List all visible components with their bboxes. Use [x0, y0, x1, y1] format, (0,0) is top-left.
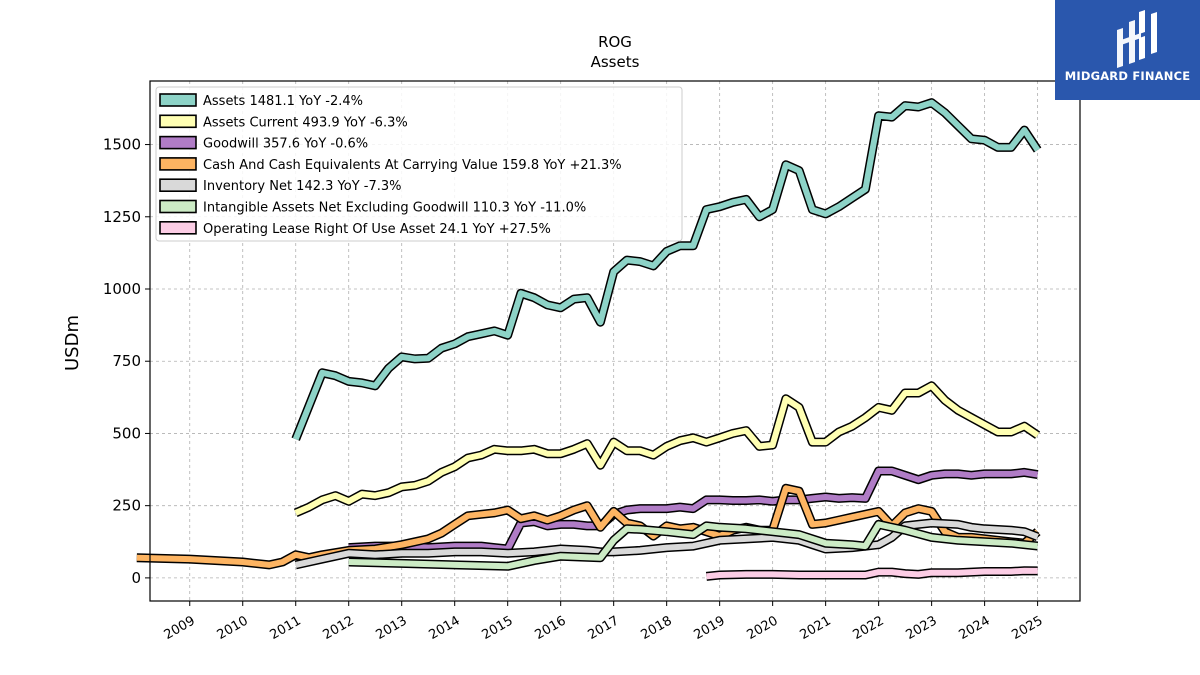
midgard-logo-icon [1117, 10, 1157, 68]
brand-name: MIDGARD FINANCE [1064, 69, 1191, 83]
legend-swatch [159, 93, 197, 107]
series-line [706, 567, 1038, 580]
series-line [294, 382, 1040, 516]
legend-swatch [159, 199, 197, 214]
y-axis-label: USDm [62, 315, 83, 371]
legend: Assets 1481.1 YoY -2.4% Assets Current 49… [155, 86, 683, 242]
legend-label: Intangible Assets Net Excluding Goodwill… [203, 201, 586, 216]
legend-swatch [159, 114, 197, 129]
series-line [348, 521, 1038, 570]
legend-label: Cash And Cash Equivalents At Carrying Va… [203, 158, 622, 173]
legend-label: Assets 1481.1 YoY -2.4% [203, 94, 363, 109]
series-layer [136, 98, 1042, 581]
y-tick-label: 0 [131, 569, 141, 587]
y-tick-label: 1000 [103, 280, 141, 298]
legend-swatch [159, 157, 197, 171]
y-tick-label: 250 [112, 497, 141, 515]
legend-swatch [159, 178, 197, 192]
legend-label: Assets Current 493.9 YoY -6.3% [203, 115, 408, 130]
y-tick-label: 500 [112, 424, 141, 442]
series-line [295, 520, 1039, 568]
chart-title: ROG [598, 33, 632, 51]
legend-swatch [159, 135, 197, 150]
y-tick-label: 1250 [103, 208, 141, 226]
y-tick-label: 1500 [103, 136, 141, 154]
legend-label: Operating Lease Right Of Use Asset 24.1 … [203, 222, 551, 237]
brand-logo: MIDGARD FINANCE [1055, 0, 1200, 100]
y-tick-label: 750 [112, 352, 141, 370]
plot-frame [149, 80, 1081, 602]
legend-swatch [159, 221, 197, 235]
series-line [292, 99, 1041, 441]
series-line [348, 468, 1039, 552]
legend-box [155, 86, 683, 242]
legend-label: Goodwill 357.6 YoY -0.6% [203, 137, 368, 152]
chart-subtitle: Assets [591, 53, 640, 71]
legend-label: Inventory Net 142.3 YoY -7.3% [203, 179, 402, 194]
